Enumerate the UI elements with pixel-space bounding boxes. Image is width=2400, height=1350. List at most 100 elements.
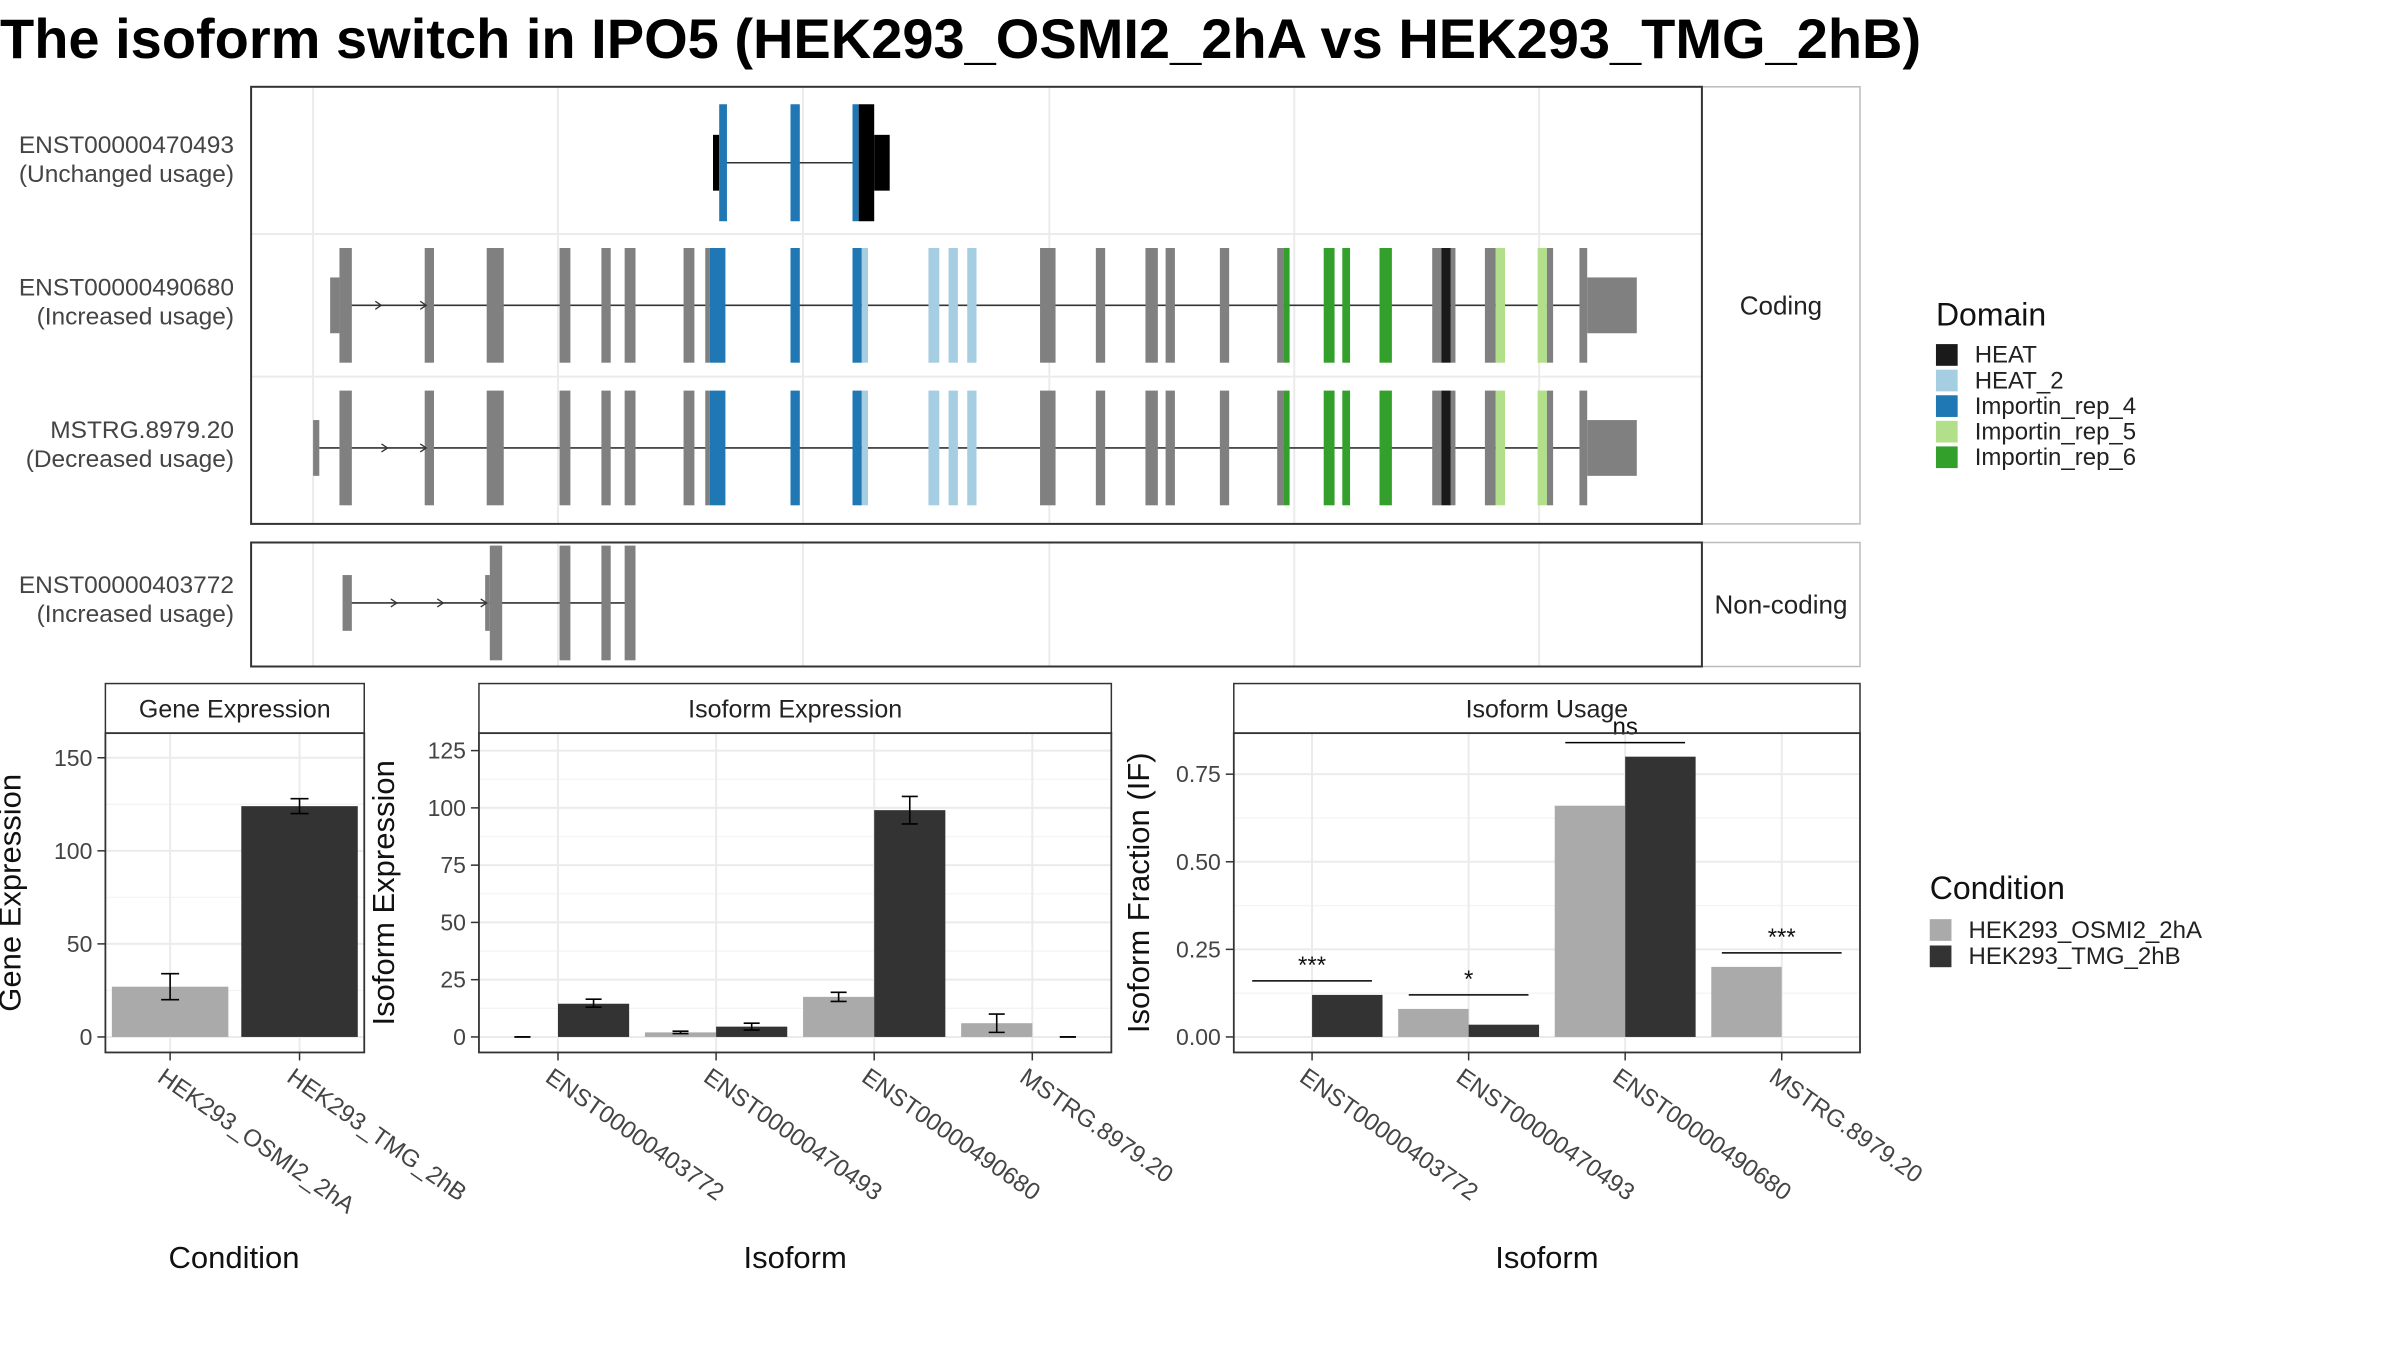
- exon-block: [1495, 390, 1506, 506]
- exon-block: [559, 390, 571, 506]
- exon-block: [1484, 248, 1496, 363]
- exon-block: [928, 390, 940, 506]
- x-tick-label: MSTRG.8979.20: [1764, 1063, 1927, 1188]
- exon-block: [1546, 390, 1554, 506]
- y-tick-label: 75: [440, 852, 466, 878]
- exon-block: [852, 390, 862, 506]
- bar: [1468, 1024, 1540, 1037]
- exon-block: [1450, 390, 1456, 506]
- exon-block: [624, 545, 636, 661]
- exon-block: [1432, 248, 1442, 363]
- exon-block: [709, 390, 726, 506]
- exon-block: [1277, 248, 1284, 363]
- exon-block: [1145, 248, 1158, 363]
- non-coding-strip-label: Non-coding: [1714, 590, 1847, 620]
- panel-title: Isoform Expression: [688, 695, 902, 723]
- exon-block: [1441, 248, 1451, 363]
- condition-label-1: HEK293_TMG_2hB: [1969, 943, 2181, 970]
- exon-block: [489, 545, 503, 661]
- exon-block: [339, 390, 352, 506]
- panel-border: [478, 732, 1113, 1054]
- legend-label-HEAT_2: HEAT_2: [1975, 367, 2064, 394]
- y-tick-label: 50: [440, 909, 466, 935]
- exon-block: [1495, 248, 1506, 363]
- plot-background: [478, 733, 1112, 1053]
- y-tick-label: 0.75: [1176, 761, 1221, 787]
- condition-legend-title: Condition: [1930, 870, 2065, 906]
- exon-block: [1165, 390, 1175, 506]
- bar: [644, 1032, 717, 1037]
- exon-block: [1537, 390, 1547, 506]
- bar: [716, 1026, 788, 1037]
- y-tick-label: 100: [428, 795, 466, 821]
- noncoding-panel-border: [250, 541, 1703, 668]
- exon-block: [852, 104, 859, 222]
- exon-block: [330, 277, 340, 334]
- significance-label: *: [1464, 966, 1473, 993]
- domain-legend-title: Domain: [1936, 297, 2046, 333]
- exon-block: [624, 390, 636, 506]
- exon-block: [967, 390, 977, 506]
- panel-strip: [1233, 682, 1861, 734]
- exon-block: [1040, 248, 1056, 363]
- exon-block: [1537, 248, 1547, 363]
- coding-strip: [1701, 86, 1861, 525]
- exon-block: [1546, 248, 1554, 363]
- exon-block: [339, 248, 352, 363]
- panel-strip: [478, 682, 1113, 734]
- y-tick-label: 0: [80, 1024, 93, 1050]
- y-axis-title: Isoform Expression: [366, 760, 401, 1025]
- strand-arrow: [419, 300, 428, 310]
- exon-block: [1441, 390, 1451, 506]
- y-tick-label: 0: [453, 1024, 466, 1050]
- bar: [1554, 805, 1626, 1037]
- bar: [1398, 1008, 1469, 1037]
- exon-block: [342, 575, 352, 631]
- exon-block: [790, 390, 800, 506]
- legend-key-Importin_rep_4: [1935, 395, 1958, 417]
- condition-key-1: [1929, 945, 1952, 968]
- y-tick-label: 150: [54, 745, 92, 771]
- strand-arrow: [480, 598, 488, 608]
- page-title: The isoform switch in IPO5 (HEK293_OSMI2…: [0, 7, 1922, 70]
- non-coding-strip: [1701, 541, 1861, 668]
- panel-border: [1232, 732, 1861, 1054]
- strand-arrow: [390, 598, 398, 608]
- exon-block: [1379, 390, 1392, 506]
- exon-block: [709, 248, 726, 363]
- isoform-id-label: ENST00000490680: [19, 274, 234, 301]
- legend-key-HEAT_2: [1935, 369, 1958, 392]
- exon-block: [1484, 390, 1496, 506]
- exon-block: [1165, 248, 1175, 363]
- y-tick-label: 125: [428, 738, 466, 764]
- exon-block: [313, 420, 320, 476]
- exon-block: [874, 134, 890, 191]
- bar: [558, 1003, 630, 1037]
- exon-block: [486, 390, 504, 506]
- panel-strip: [104, 682, 366, 734]
- strand-arrow: [436, 598, 445, 608]
- isoform-usage-label: (Increased usage): [37, 303, 234, 330]
- y-tick-label: 0.50: [1176, 849, 1221, 875]
- isoform-id-label: ENST00000470493: [19, 132, 234, 159]
- exon-block: [683, 390, 695, 506]
- exon-block: [1587, 277, 1637, 334]
- x-axis-title: Condition: [169, 1240, 300, 1275]
- isoform-usage-label: (Decreased usage): [26, 446, 234, 473]
- exon-block: [1040, 390, 1056, 506]
- exon-block: [1095, 390, 1106, 506]
- exon-block: [1579, 248, 1588, 363]
- exon-block: [858, 104, 875, 222]
- exon-block: [1145, 390, 1158, 506]
- y-tick-label: 0.00: [1176, 1024, 1221, 1050]
- exon-block: [1283, 390, 1290, 506]
- x-axis-title: Isoform: [1495, 1240, 1598, 1275]
- x-axis-title: Isoform: [743, 1240, 846, 1275]
- exon-block: [790, 248, 800, 363]
- panel-title: Gene Expression: [139, 695, 331, 723]
- exon-block: [705, 390, 710, 506]
- exon-block: [559, 248, 571, 363]
- bar: [1312, 994, 1383, 1037]
- bar: [1625, 756, 1696, 1037]
- legend-key-Importin_rep_6: [1935, 446, 1958, 469]
